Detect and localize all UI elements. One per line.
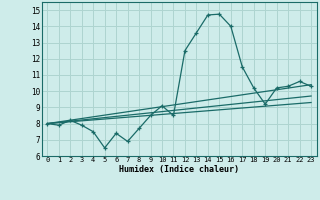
X-axis label: Humidex (Indice chaleur): Humidex (Indice chaleur) <box>119 165 239 174</box>
